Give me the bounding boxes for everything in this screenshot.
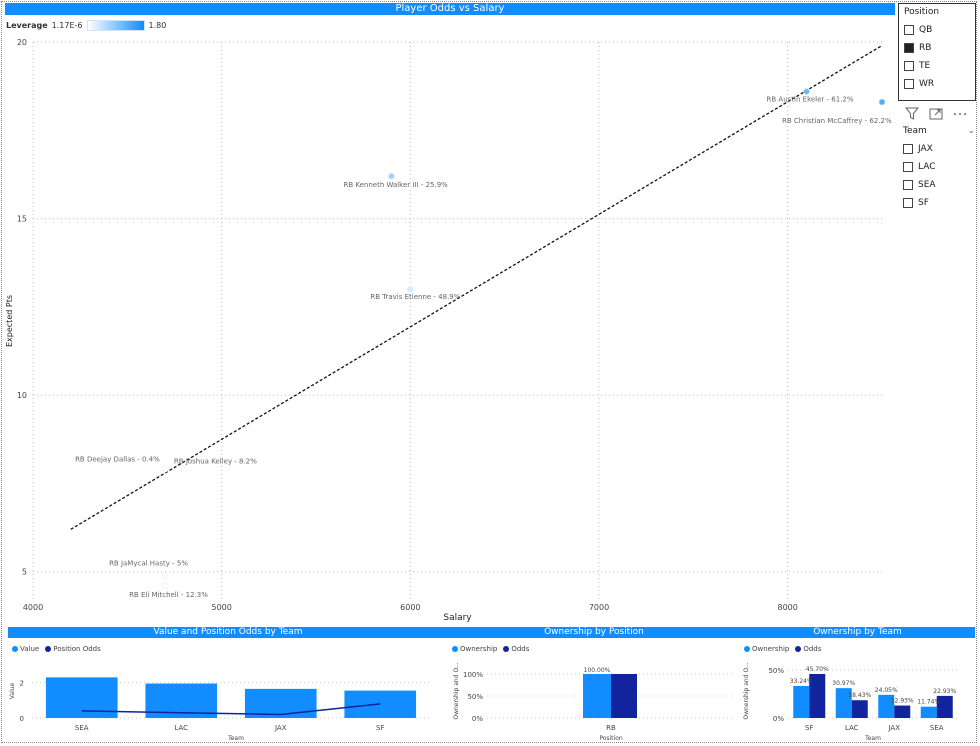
team-slicer-header[interactable]: Team ⌄: [903, 126, 975, 136]
team-slicer-title: Team: [903, 126, 927, 136]
more-options-icon[interactable]: [953, 107, 967, 120]
legend-dot-icon: [744, 646, 750, 652]
legend-dot-icon: [12, 646, 18, 652]
legend-item[interactable]: Ownership: [452, 645, 497, 653]
legend-dot-icon: [45, 646, 52, 652]
team-option-label: SEA: [918, 180, 936, 190]
position-option-wr[interactable]: WR: [904, 75, 970, 93]
leverage-gradient: [86, 20, 145, 31]
visual-header-toolbar: [905, 107, 967, 120]
position-slicer[interactable]: Position QB RB TE WR: [898, 3, 976, 101]
position-option-label: TE: [919, 61, 931, 71]
team-option-sea[interactable]: SEA: [903, 176, 975, 194]
checkbox[interactable]: [904, 79, 914, 89]
ownership-position-chart-title: Ownership by Position: [448, 627, 740, 638]
team-option-label: SF: [918, 198, 929, 208]
legend-label: Ownership: [460, 645, 498, 653]
legend-label: Odds: [511, 645, 530, 653]
checkbox[interactable]: [903, 198, 913, 208]
team-option-sf[interactable]: SF: [903, 194, 975, 212]
position-option-rb[interactable]: RB: [904, 39, 970, 57]
chevron-down-icon[interactable]: ⌄: [967, 126, 975, 136]
position-option-qb[interactable]: QB: [904, 21, 970, 39]
position-option-label: WR: [919, 79, 935, 89]
legend-item[interactable]: Position Odds: [45, 645, 101, 653]
value-odds-legend: Value Position Odds: [12, 645, 101, 653]
position-option-label: RB: [919, 43, 932, 53]
team-slicer[interactable]: Team ⌄ JAX LAC SEA SF: [903, 126, 975, 212]
ownership-position-legend: Ownership Odds: [452, 645, 529, 653]
legend-item[interactable]: Odds: [795, 645, 821, 653]
legend-label: Position Odds: [53, 645, 101, 653]
focus-mode-icon[interactable]: [929, 107, 943, 120]
legend-dot-icon: [503, 646, 510, 652]
scatter-chart-title: Player Odds vs Salary: [5, 3, 895, 15]
leverage-legend-label: Leverage: [6, 21, 48, 30]
position-option-label: QB: [919, 25, 933, 35]
checkbox[interactable]: [903, 162, 913, 172]
legend-label: Value: [20, 645, 40, 653]
legend-item[interactable]: Value: [12, 645, 39, 653]
checkbox[interactable]: [903, 180, 913, 190]
leverage-legend-max: 1.80: [148, 21, 167, 30]
ownership-team-legend: Ownership Odds: [744, 645, 821, 653]
position-option-te[interactable]: TE: [904, 57, 970, 75]
ownership-team-chart-title: Ownership by Team: [740, 627, 975, 638]
team-option-lac[interactable]: LAC: [903, 158, 975, 176]
leverage-legend: Leverage 1.17E-6 1.80: [6, 20, 166, 31]
team-option-label: JAX: [918, 144, 933, 154]
checkbox[interactable]: [904, 25, 914, 35]
legend-dot-icon: [452, 646, 458, 652]
leverage-legend-min: 1.17E-6: [51, 21, 83, 30]
position-slicer-title: Position: [904, 7, 940, 17]
legend-item[interactable]: Ownership: [744, 645, 789, 653]
team-option-label: LAC: [918, 162, 936, 172]
legend-label: Odds: [803, 645, 822, 653]
legend-item[interactable]: Odds: [503, 645, 529, 653]
checkbox-checked[interactable]: [904, 43, 914, 53]
legend-label: Ownership: [752, 645, 790, 653]
checkbox[interactable]: [903, 144, 913, 154]
value-odds-chart-title: Value and Position Odds by Team: [8, 627, 448, 638]
filter-icon[interactable]: [905, 107, 919, 120]
checkbox[interactable]: [904, 61, 914, 71]
team-option-jax[interactable]: JAX: [903, 140, 975, 158]
legend-dot-icon: [795, 646, 802, 652]
